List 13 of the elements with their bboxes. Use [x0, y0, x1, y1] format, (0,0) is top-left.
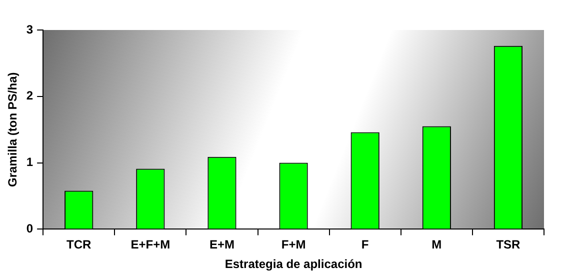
y-tick-label: 1	[26, 155, 34, 170]
y-tick-label: 2	[26, 88, 34, 103]
y-axis-title: Gramilla (ton PS/ha)	[6, 72, 20, 187]
x-tick-label: F+M	[281, 238, 306, 252]
x-tick-label: M	[432, 238, 442, 252]
y-tick-label: 3	[26, 22, 34, 36]
x-tick-label: E+M	[209, 238, 234, 252]
x-tick-label: TSR	[496, 238, 521, 252]
x-tick-label: F	[361, 238, 369, 252]
y-tick-label: 0	[26, 222, 34, 236]
x-tick-label: TCR	[66, 238, 92, 252]
x-tick-label: E+F+M	[130, 238, 170, 252]
x-axis-title: Estrategia de aplicación	[224, 257, 362, 272]
